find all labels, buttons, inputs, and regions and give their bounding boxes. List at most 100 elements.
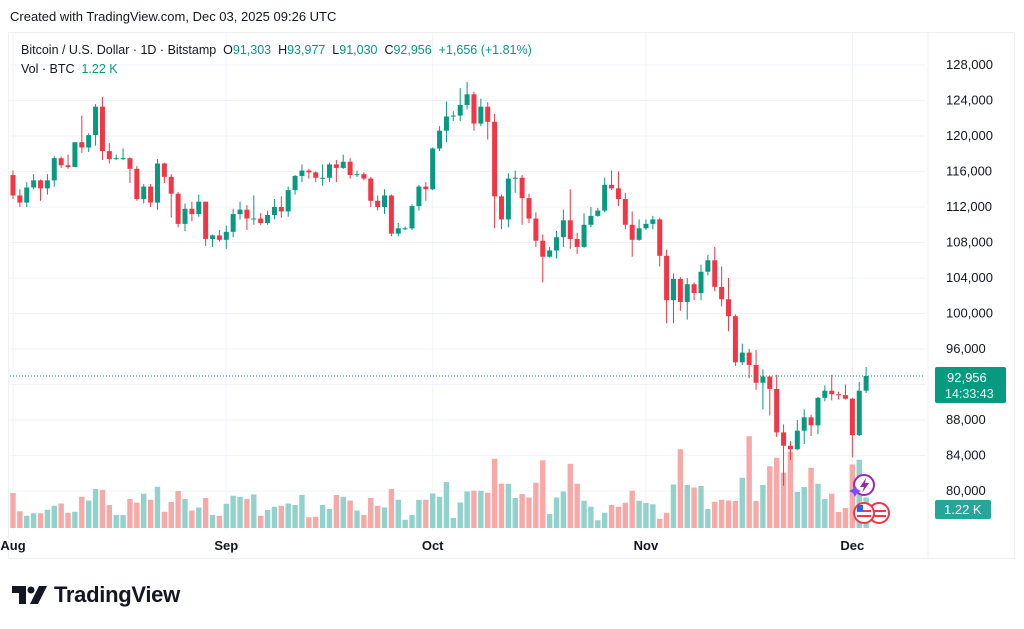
candle-body [732,316,738,363]
volume-bar [815,483,821,528]
candle-body [746,352,752,365]
candle-body [443,116,449,131]
candle-body [375,200,381,207]
price-axis-tick-label: 84,000 [946,448,986,463]
volume-bar [99,489,106,528]
candle-body [237,209,243,215]
candle-body [99,106,105,152]
candle-body [478,106,484,124]
candle-body [416,186,422,207]
volume-bar [85,500,92,528]
volume-bar [154,486,161,528]
candle-body [554,237,560,251]
candle-body [134,168,140,200]
candle-body [856,390,862,436]
price-axis: 80,000 84,000 88,000 96,000 100,000 104,000 10… [927,33,993,558]
volume-bar [37,513,44,528]
low-label: L [332,43,340,57]
candle-body [533,218,539,241]
candle-body [705,260,711,272]
candle-body [93,106,99,136]
volume-bar [546,514,553,528]
candle-body [691,284,697,294]
volume-bar [285,503,291,528]
candle-body [588,215,594,225]
candle-body [492,121,498,197]
candle-body [86,135,92,148]
candle-body [51,158,57,181]
volume-bar [478,490,484,528]
candle-body [113,158,119,160]
volume-bar [794,492,801,528]
candle-body [44,180,50,189]
volume-bar [842,508,849,528]
candle-body [836,394,842,396]
price-axis-tick-label: 116,000 [946,164,992,179]
volume-bar [471,490,477,528]
candle-body [574,238,580,247]
volume-bar [196,507,202,528]
candle-body [333,164,339,168]
us-flag-event-icon[interactable] [853,502,875,524]
candle-body [354,174,360,176]
volume-bar [347,500,353,528]
candle-body [120,158,126,160]
volume-bar [340,496,346,528]
time-axis-tick-label: Oct [422,538,444,553]
candle-body [24,187,30,203]
volume-bar [512,498,518,528]
volume-bar [216,515,223,528]
volume-bar [657,518,663,528]
volume-bar [663,512,670,528]
candle-body [471,94,477,124]
candle-body [368,178,374,201]
volume-bar [684,485,690,528]
volume-bar [141,493,147,528]
volume-bar [244,499,250,528]
change-value: +1,656 (+1.81%) [438,43,532,57]
volume-badge: 1.22 K [935,500,991,519]
volume-bar [767,466,773,528]
volume-bar [161,511,168,528]
symbol-title[interactable]: Bitcoin / U.S. Dollar · 1D · Bitstamp [21,43,217,57]
volume-bar [333,495,340,528]
volume-badge-value: 1.22 K [944,502,982,517]
tradingview-logo-icon [12,586,47,604]
candle-body [271,207,277,215]
time-axis-tick-label: Nov [634,538,659,553]
volume-bar [92,489,99,528]
volume-bar [106,505,113,528]
candle-body [38,180,44,189]
candle-body [719,286,725,300]
candle-body [609,184,615,189]
candle-body [849,398,855,436]
candle-body [677,278,683,302]
volume-label[interactable]: Vol · BTC [21,62,75,76]
candle-body [175,193,181,224]
high-value: 93,977 [287,43,326,57]
volume-bar [519,494,525,528]
candle-body [154,163,160,203]
price-axis-tick-label: 88,000 [946,412,986,427]
volume-bar [51,505,57,528]
volume-bar [533,482,539,528]
volume-bar [540,460,546,528]
candle-body [292,175,298,191]
us-flag-event-icon[interactable] [868,502,890,524]
candle-body [684,284,690,302]
volume-bar [829,493,835,528]
candle-body [423,186,429,190]
time-axis-tick-label: Dec [840,538,864,553]
volume-bar [182,499,188,528]
volume-bar [450,518,457,528]
candle-body [326,164,332,178]
volume-bar [17,511,23,528]
volume-bar [361,515,367,528]
candle-body [402,228,408,230]
lightning-event-icon[interactable] [849,474,875,497]
candle-body [498,196,504,220]
volume-bar [849,464,856,528]
tradingview-logo[interactable]: TradingView [12,582,180,608]
candle-body [17,195,23,203]
